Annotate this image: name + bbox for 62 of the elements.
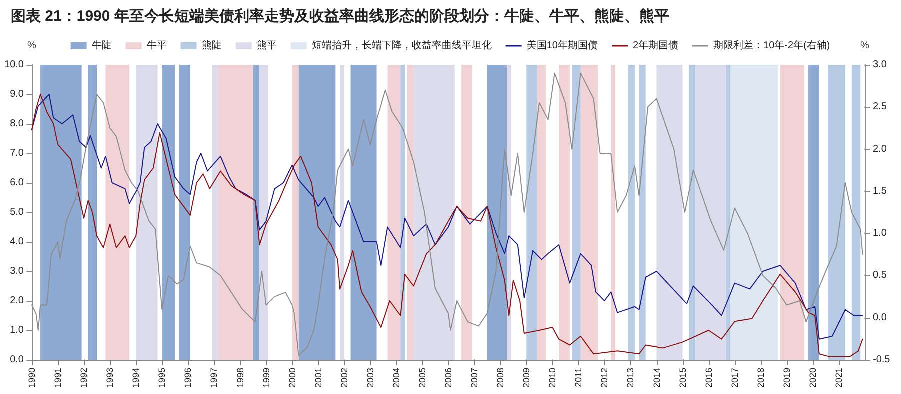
legend-label: 熊陡 xyxy=(202,40,222,52)
y-axis-title: % xyxy=(28,40,37,52)
legend-label: 短端抬升，长端下降，收益率曲线平坦化 xyxy=(312,40,492,52)
x-tick-label: 1999 xyxy=(261,368,272,388)
legend-label: 熊平 xyxy=(256,40,277,52)
y-tick-label: 8.0 xyxy=(10,118,24,130)
x-tick-label: 2001 xyxy=(313,368,324,388)
x-tick-label: 1992 xyxy=(79,368,90,388)
y-tick-label: 5.0 xyxy=(10,207,24,218)
x-tick-label: 1994 xyxy=(131,368,142,388)
legend-label: 美国10年期国债 xyxy=(526,40,598,52)
chart-title: 图表 21：1990 年至今长短端美债利率走势及收益率曲线形态的阶段划分：牛陡、牛平、熊陡、熊平 xyxy=(11,7,670,25)
x-tick-label: 2012 xyxy=(600,368,610,388)
y2-tick-label: -0.5 xyxy=(873,354,891,366)
y2-tick-label: 2.0 xyxy=(873,144,888,155)
y-tick-label: 2.0 xyxy=(10,296,24,306)
x-tick-label: 2003 xyxy=(365,368,376,388)
x-tick-label: 2007 xyxy=(470,368,480,388)
y-tick-label: 9.0 xyxy=(10,89,24,100)
x-tick-label: 1995 xyxy=(157,368,168,388)
x-tick-label: 1993 xyxy=(105,368,116,388)
x-tick-label: 2010 xyxy=(548,368,558,388)
x-tick-label: 2006 xyxy=(444,368,454,388)
x-tick-label: 2019 xyxy=(782,368,792,388)
x-tick-label: 2004 xyxy=(391,368,402,388)
y-tick-label: 7.0 xyxy=(10,148,24,159)
x-tick-label: 2002 xyxy=(339,368,350,388)
x-tick-label: 2017 xyxy=(730,368,740,388)
legend-label: 牛陡 xyxy=(92,40,112,52)
x-tick-label: 2021 xyxy=(834,368,844,388)
x-tick-label: 1997 xyxy=(209,368,220,388)
x-tick-label: 2015 xyxy=(678,368,688,388)
x-tick-label: 2020 xyxy=(808,368,818,388)
y2-tick-label: 2.5 xyxy=(873,102,888,113)
x-tick-label: 2014 xyxy=(652,368,662,388)
legend-label: 期限利差：10年-2年(右轴) xyxy=(714,40,830,52)
x-tick-label: 2009 xyxy=(522,368,532,388)
x-tick-label: 2000 xyxy=(287,368,298,388)
x-tick-label: 2013 xyxy=(626,368,636,388)
y-tick-label: 4.0 xyxy=(10,236,24,248)
x-tick-label: 1996 xyxy=(183,368,194,388)
y2-tick-label: 3.0 xyxy=(873,60,888,70)
x-tick-label: 2005 xyxy=(417,368,428,388)
x-tick-label: 1990 xyxy=(27,368,37,388)
x-tick-label: 2011 xyxy=(574,368,584,388)
y2-tick-label: 1.5 xyxy=(873,186,888,197)
x-tick-label: 2008 xyxy=(496,368,506,388)
legend-label: 牛平 xyxy=(146,40,167,52)
x-tick-label: 2018 xyxy=(756,368,766,388)
y2-axis-title: % xyxy=(860,40,870,52)
x-tick-label: 1998 xyxy=(235,368,246,388)
y-tick-label: 10.0 xyxy=(4,60,24,70)
y2-tick-label: 0.5 xyxy=(873,270,888,282)
y-tick-label: 1.0 xyxy=(10,325,24,336)
y2-tick-label: 1.0 xyxy=(873,228,888,240)
x-tick-label: 2016 xyxy=(704,368,714,388)
x-tick-label: 1991 xyxy=(53,368,64,388)
y-tick-label: 6.0 xyxy=(10,178,24,188)
y2-tick-label: 0.0 xyxy=(873,312,888,324)
y-tick-label: 0.0 xyxy=(10,354,24,366)
legend-label: 2年期国债 xyxy=(632,40,679,52)
y-tick-label: 3.0 xyxy=(10,266,24,277)
